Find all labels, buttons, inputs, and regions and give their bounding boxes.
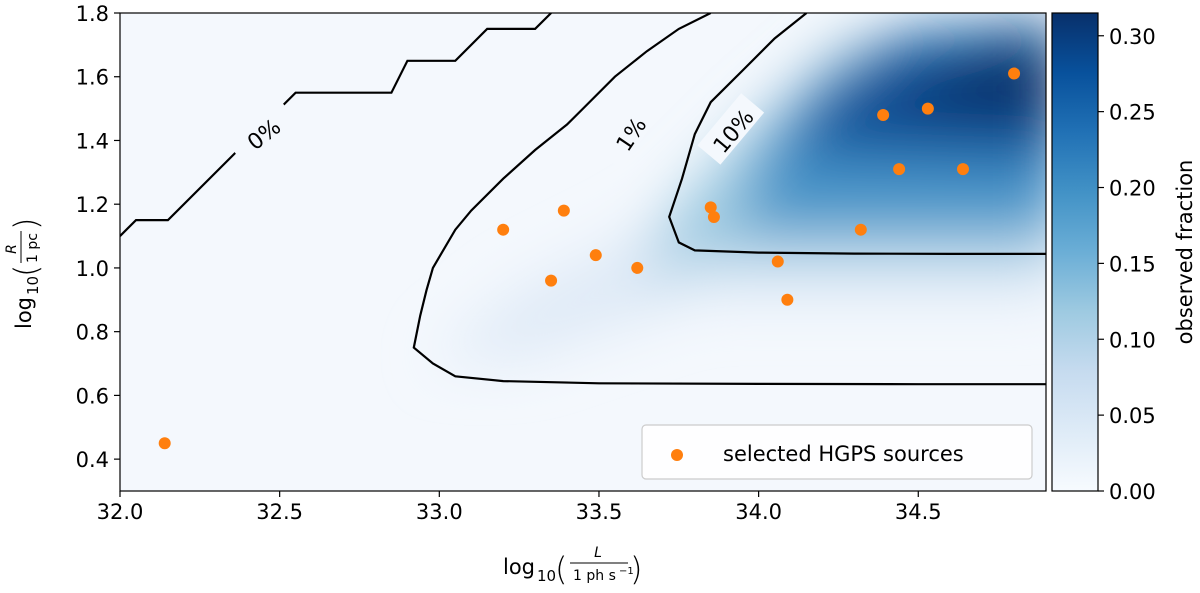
colorbar-tick-label: 0.25 (1109, 101, 1156, 125)
x-tick-label: 34.5 (895, 500, 942, 524)
colorbar-tick-label: 0.00 (1109, 480, 1156, 504)
y-tick-label: 0.6 (76, 384, 109, 408)
x-tick-label: 33.5 (576, 500, 623, 524)
colorbar-tick-label: 0.10 (1109, 328, 1156, 352)
data-point (956, 163, 969, 176)
colorbar-label: observed fraction (1173, 160, 1197, 345)
contour-line-0 (120, 13, 552, 237)
data-point (557, 204, 570, 217)
y-tick-label: 0.8 (76, 321, 109, 345)
y-label-num: R (4, 244, 20, 254)
y-axis-label: log 10 ( R 1 pc ) (4, 218, 45, 329)
data-point (158, 437, 171, 450)
x-tick-label: 32.5 (256, 500, 303, 524)
data-point (877, 108, 890, 121)
contour-line-2 (668, 13, 1046, 255)
data-point (497, 223, 510, 236)
y-label-den: 1 pc (25, 233, 41, 263)
colorbar-gradient (1051, 12, 1099, 492)
x-tick-label: 32.0 (97, 500, 144, 524)
x-label-sub: 10 (537, 567, 556, 585)
contour-lines (120, 13, 1046, 386)
data-point (707, 210, 720, 223)
x-tick-label: 34.0 (735, 500, 782, 524)
y-tick-label: 1.8 (76, 2, 109, 26)
contour-label-gap (596, 95, 660, 169)
data-point (545, 274, 558, 287)
y-tick-label: 1.6 (76, 66, 109, 90)
plot-frame (119, 12, 1047, 492)
data-point (704, 201, 717, 214)
x-label-den: 1 ph s (573, 568, 616, 584)
colorbar: 0.00 0.05 0.10 0.15 0.20 0.25 0.30 observed fr… (1051, 12, 1197, 504)
x-axis-label: log 10 ( L 1 ph s −1 ) (503, 545, 642, 588)
x-label-den-sup: −1 (619, 566, 634, 577)
scatter-points (158, 67, 1021, 450)
x-label-open-paren: ( (555, 550, 567, 588)
data-point (893, 163, 906, 176)
legend-label: selected HGPS sources (723, 442, 964, 466)
data-point (1008, 67, 1021, 80)
colorbar-tick-label: 0.30 (1109, 25, 1156, 49)
y-label-close-paren: ) (7, 218, 45, 230)
y-label-prefix: log (12, 297, 36, 329)
y-label-open-paren: ( (7, 265, 45, 277)
y-tick-label: 1.2 (76, 193, 109, 217)
data-point (781, 293, 794, 306)
data-point (589, 249, 602, 262)
data-point (854, 223, 867, 236)
colorbar-tick-label: 0.20 (1109, 177, 1156, 201)
colorbar-tick-label: 0.05 (1109, 404, 1156, 428)
contour-label-gap (225, 98, 298, 165)
y-axis: 0.4 0.6 0.8 1.0 1.2 1.4 1.6 1.8 (76, 2, 120, 472)
y-tick-label: 1.0 (76, 257, 109, 281)
plot-area: 0% 1% 10% 32.0 32.5 33.0 33.5 34.0 34.5 0.40.60… (76, 2, 1047, 524)
contour-label-gap (697, 93, 765, 165)
legend-marker (671, 449, 683, 461)
legend: selected HGPS sources (641, 424, 1033, 480)
data-point (631, 261, 644, 274)
x-label-close-paren: ) (630, 550, 642, 588)
x-label-prefix: log (503, 555, 535, 579)
x-label-num: L (594, 545, 602, 561)
heatmap-field (430, 20, 1046, 360)
colorbar-tick-label: 0.15 (1109, 252, 1156, 276)
x-tick-label: 33.0 (416, 500, 463, 524)
y-label-sub: 10 (24, 276, 42, 295)
colorbar-ticks: 0.00 0.05 0.10 0.15 0.20 0.25 0.30 (1098, 25, 1156, 504)
data-point (921, 102, 934, 115)
data-point (771, 255, 784, 268)
x-axis: 32.0 32.5 33.0 33.5 34.0 34.5 (97, 491, 942, 524)
y-tick-label: 1.4 (76, 129, 109, 153)
y-tick-label: 0.4 (76, 448, 109, 472)
legend-box (641, 424, 1033, 480)
contour-line-1 (412, 13, 1046, 386)
